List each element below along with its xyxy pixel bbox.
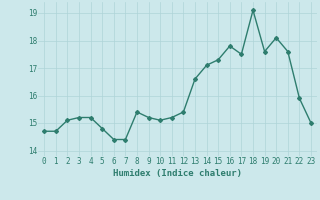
X-axis label: Humidex (Indice chaleur): Humidex (Indice chaleur): [113, 169, 242, 178]
